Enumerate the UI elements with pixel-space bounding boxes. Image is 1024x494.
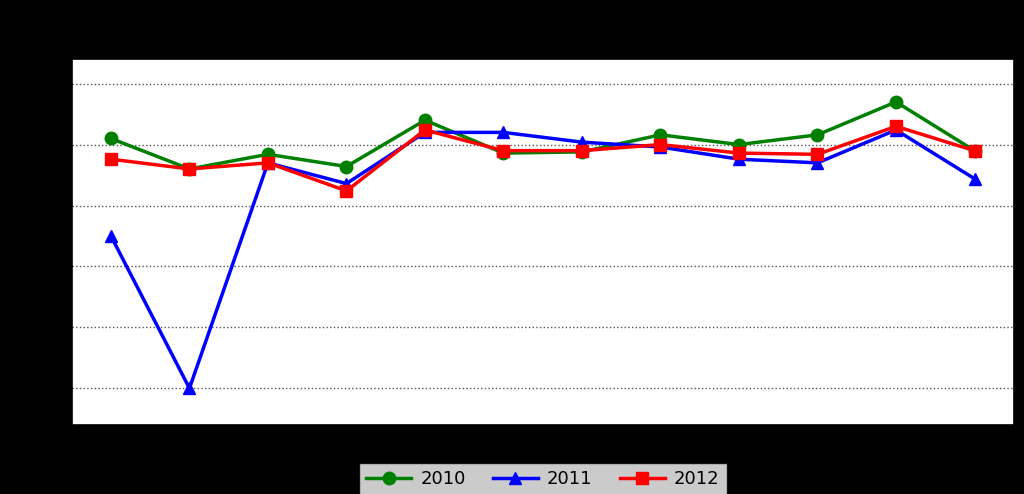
2012 (419, 127, 431, 133)
2012 (969, 148, 981, 154)
2011 (890, 127, 902, 133)
2011 (419, 129, 431, 135)
Line: 2011: 2011 (104, 124, 981, 395)
2010 (654, 132, 667, 138)
2011 (104, 233, 117, 239)
2012 (654, 142, 667, 148)
2012 (262, 160, 274, 166)
2010 (419, 117, 431, 123)
2012 (498, 148, 510, 154)
2010 (969, 148, 981, 154)
2012 (733, 150, 745, 156)
2010 (104, 135, 117, 141)
Legend: 2010, 2011, 2012: 2010, 2011, 2012 (359, 463, 726, 494)
2010 (811, 132, 823, 138)
2010 (890, 99, 902, 105)
2012 (104, 156, 117, 162)
2012 (340, 188, 352, 194)
2011 (262, 160, 274, 166)
2010 (498, 150, 510, 156)
2010 (575, 149, 588, 155)
2011 (575, 139, 588, 145)
2012 (811, 151, 823, 157)
2010 (183, 166, 196, 172)
2011 (811, 160, 823, 166)
2011 (498, 129, 510, 135)
2012 (575, 148, 588, 154)
2011 (969, 176, 981, 182)
2010 (340, 164, 352, 169)
2011 (733, 156, 745, 162)
2011 (654, 144, 667, 150)
2012 (890, 124, 902, 129)
Line: 2010: 2010 (104, 96, 981, 175)
2011 (183, 385, 196, 391)
2011 (340, 181, 352, 187)
2010 (733, 142, 745, 148)
2012 (183, 166, 196, 172)
Line: 2012: 2012 (104, 120, 981, 197)
2010 (262, 151, 274, 157)
